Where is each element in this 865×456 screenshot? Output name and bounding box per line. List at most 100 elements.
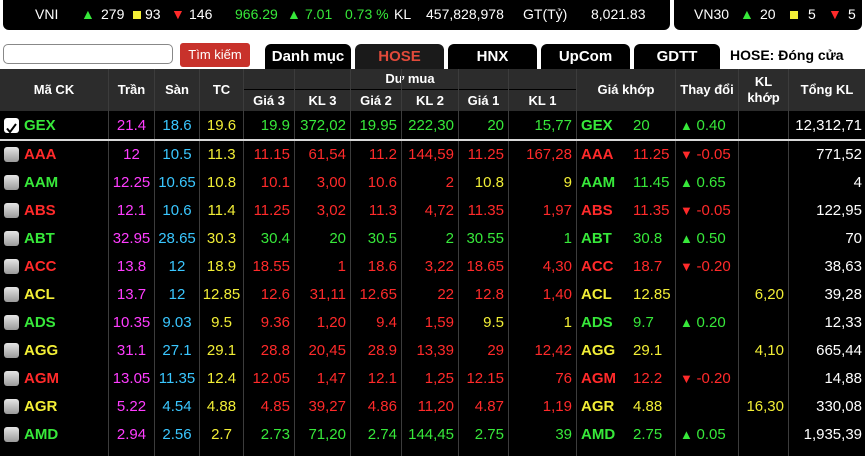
stock-code: AGM bbox=[24, 370, 59, 387]
up-arrow-icon: ▲ bbox=[680, 315, 697, 330]
match-cell: AAA 11.25 bbox=[577, 141, 675, 168]
tab-hose[interactable]: HOSE bbox=[355, 44, 444, 69]
price-board: Mã CK Trần Sàn TC Dư mua Giá 3 KL 3 Giá … bbox=[0, 69, 865, 456]
stock-code-cell[interactable]: AAM bbox=[0, 169, 108, 196]
bid-price: 30.4 bbox=[244, 225, 294, 252]
table-row[interactable]: ADS 10.35 9.03 9.5 9.36 1,20 9.4 1,59 9.5 1 ADS 9.7… bbox=[0, 309, 865, 337]
bid-price: 18.6 bbox=[351, 253, 401, 280]
checkbox-icon[interactable] bbox=[4, 259, 19, 274]
stock-code-cell[interactable]: ACL bbox=[0, 281, 108, 308]
vn30-down-count: 5 bbox=[848, 6, 856, 22]
ref-price: 4.88 bbox=[200, 393, 243, 420]
bid-volume: 1,19 bbox=[509, 393, 576, 420]
checkbox-icon[interactable] bbox=[4, 399, 19, 414]
checkbox-icon[interactable] bbox=[4, 203, 19, 218]
bid-volume: 31,11 bbox=[295, 281, 350, 308]
match-volume bbox=[739, 365, 788, 392]
bid-volume: 372,02 bbox=[295, 112, 350, 139]
checkbox-icon[interactable] bbox=[4, 147, 19, 162]
price-change bbox=[676, 393, 738, 420]
tab-gdtt[interactable]: GDTT bbox=[634, 44, 720, 69]
tab-upcom[interactable]: UpCom bbox=[541, 44, 630, 69]
search-button[interactable]: Tìm kiếm bbox=[180, 43, 250, 67]
match-volume bbox=[739, 112, 788, 139]
table-row[interactable]: AGG 31.1 27.1 29.1 28.8 20,45 28.9 13,39 29 12,42… bbox=[0, 337, 865, 365]
bid-volume: 1 bbox=[509, 225, 576, 252]
bid-price: 4.86 bbox=[351, 393, 401, 420]
checkbox-icon[interactable] bbox=[4, 231, 19, 246]
search-input[interactable] bbox=[3, 44, 173, 64]
price-change: ▼ -0.20 bbox=[676, 365, 738, 392]
vni-down-count: 146 bbox=[189, 6, 213, 22]
table-row[interactable]: ACL 13.7 12 12.85 12.6 31,11 12.65 22 12.8 1,40 AC… bbox=[0, 281, 865, 309]
checkbox-icon[interactable] bbox=[4, 287, 19, 302]
price-change: ▲ 0.20 bbox=[676, 309, 738, 336]
table-row[interactable]: AAM 12.25 10.65 10.8 10.1 3,00 10.6 2 10.8 9 AAM 11… bbox=[0, 169, 865, 197]
stock-code-cell[interactable]: AAA bbox=[0, 141, 108, 168]
header-bid-group: Dư mua bbox=[244, 69, 576, 89]
ceil-price: 21.4 bbox=[109, 112, 154, 139]
table-row[interactable]: AMD 2.94 2.56 2.7 2.73 71,20 2.74 144,45 2.75 39 A… bbox=[0, 421, 865, 449]
change-value: -0.20 bbox=[696, 258, 731, 275]
checked-checkbox-icon[interactable] bbox=[4, 118, 19, 134]
match-volume: 16,30 bbox=[739, 393, 788, 420]
stock-code-cell[interactable]: ABT bbox=[0, 225, 108, 252]
match-volume: 6,20 bbox=[739, 281, 788, 308]
match-code: AGM bbox=[581, 370, 616, 387]
floor-price: 18.6 bbox=[155, 112, 199, 139]
floor-price: 4.54 bbox=[155, 393, 199, 420]
stock-code-cell[interactable]: ACC bbox=[0, 253, 108, 280]
table-row[interactable]: ABT 32.95 28.65 30.3 30.4 20 30.5 2 30.55 1 ABT 30.… bbox=[0, 225, 865, 253]
stock-code-cell[interactable]: AGR bbox=[0, 393, 108, 420]
column-divider bbox=[675, 69, 676, 456]
stock-code-cell[interactable]: ABS bbox=[0, 197, 108, 224]
bid-price: 2.73 bbox=[244, 421, 294, 448]
match-price: 20 bbox=[633, 117, 650, 134]
ceil-price: 12.1 bbox=[109, 197, 154, 224]
vni-volume: 457,828,978 bbox=[426, 6, 504, 22]
stock-code-cell[interactable]: AMD bbox=[0, 421, 108, 448]
ceil-price: 13.05 bbox=[109, 365, 154, 392]
table-row[interactable]: GEX 21.4 18.6 19.6 19.9 372,02 19.95 222,30 20 15… bbox=[0, 112, 865, 140]
table-row[interactable]: ACC 13.8 12 18.9 18.55 1 18.6 3,22 18.65 4,30 ACC 1… bbox=[0, 253, 865, 281]
up-arrow-icon: ▲ bbox=[680, 231, 697, 246]
match-volume bbox=[739, 309, 788, 336]
table-row[interactable]: AGR 5.22 4.54 4.88 4.85 39,27 4.86 11,20 4.87 1,1… bbox=[0, 393, 865, 421]
checkbox-icon[interactable] bbox=[4, 175, 19, 190]
up-arrow-icon: ▲ bbox=[680, 118, 697, 133]
header-ceiling: Trần bbox=[109, 69, 154, 111]
checkbox-icon[interactable] bbox=[4, 343, 19, 358]
match-cell: AGM 12.2 bbox=[577, 365, 675, 392]
up-arrow-icon: ▲ bbox=[680, 175, 697, 190]
table-row[interactable]: AGM 13.05 11.35 12.4 12.05 1,47 12.1 1,25 12.15 7… bbox=[0, 365, 865, 393]
total-volume: 70 bbox=[789, 225, 865, 252]
table-row[interactable]: ABS 12.1 10.6 11.4 11.25 3,02 11.3 4,72 11.35 1,9… bbox=[0, 197, 865, 225]
bid-volume: 13,39 bbox=[402, 337, 458, 364]
table-row[interactable]: AAA 12 10.5 11.3 11.15 61,54 11.2 144,59 11.25 16… bbox=[0, 141, 865, 169]
stock-code-cell[interactable]: ADS bbox=[0, 309, 108, 336]
stock-code-cell[interactable]: AGM bbox=[0, 365, 108, 392]
vni-label: VNI bbox=[35, 6, 59, 22]
vni-up-count: 279 bbox=[101, 6, 125, 22]
stock-code-cell[interactable]: AGG bbox=[0, 337, 108, 364]
match-code: GEX bbox=[581, 117, 613, 134]
bid-price: 28.9 bbox=[351, 337, 401, 364]
match-code: AMD bbox=[581, 426, 616, 443]
bid-price: 12.8 bbox=[459, 281, 508, 308]
match-price: 2.75 bbox=[633, 426, 663, 443]
checkbox-icon[interactable] bbox=[4, 371, 19, 386]
match-price: 11.45 bbox=[633, 174, 670, 191]
match-price: 18.7 bbox=[633, 258, 663, 275]
ceil-price: 31.1 bbox=[109, 337, 154, 364]
tab-hnx[interactable]: HNX bbox=[448, 44, 537, 69]
checkbox-icon[interactable] bbox=[4, 315, 19, 330]
header-match-vol: KL khớp bbox=[739, 69, 788, 111]
ref-price: 2.7 bbox=[200, 421, 243, 448]
match-volume bbox=[739, 169, 788, 196]
column-divider bbox=[243, 69, 244, 456]
checkbox-icon[interactable] bbox=[4, 427, 19, 442]
bid-volume: 71,20 bbox=[295, 421, 350, 448]
stock-code-cell[interactable]: GEX bbox=[0, 112, 108, 139]
tab-danh-muc[interactable]: Danh mục bbox=[265, 44, 351, 69]
bid-price: 11.35 bbox=[459, 197, 508, 224]
